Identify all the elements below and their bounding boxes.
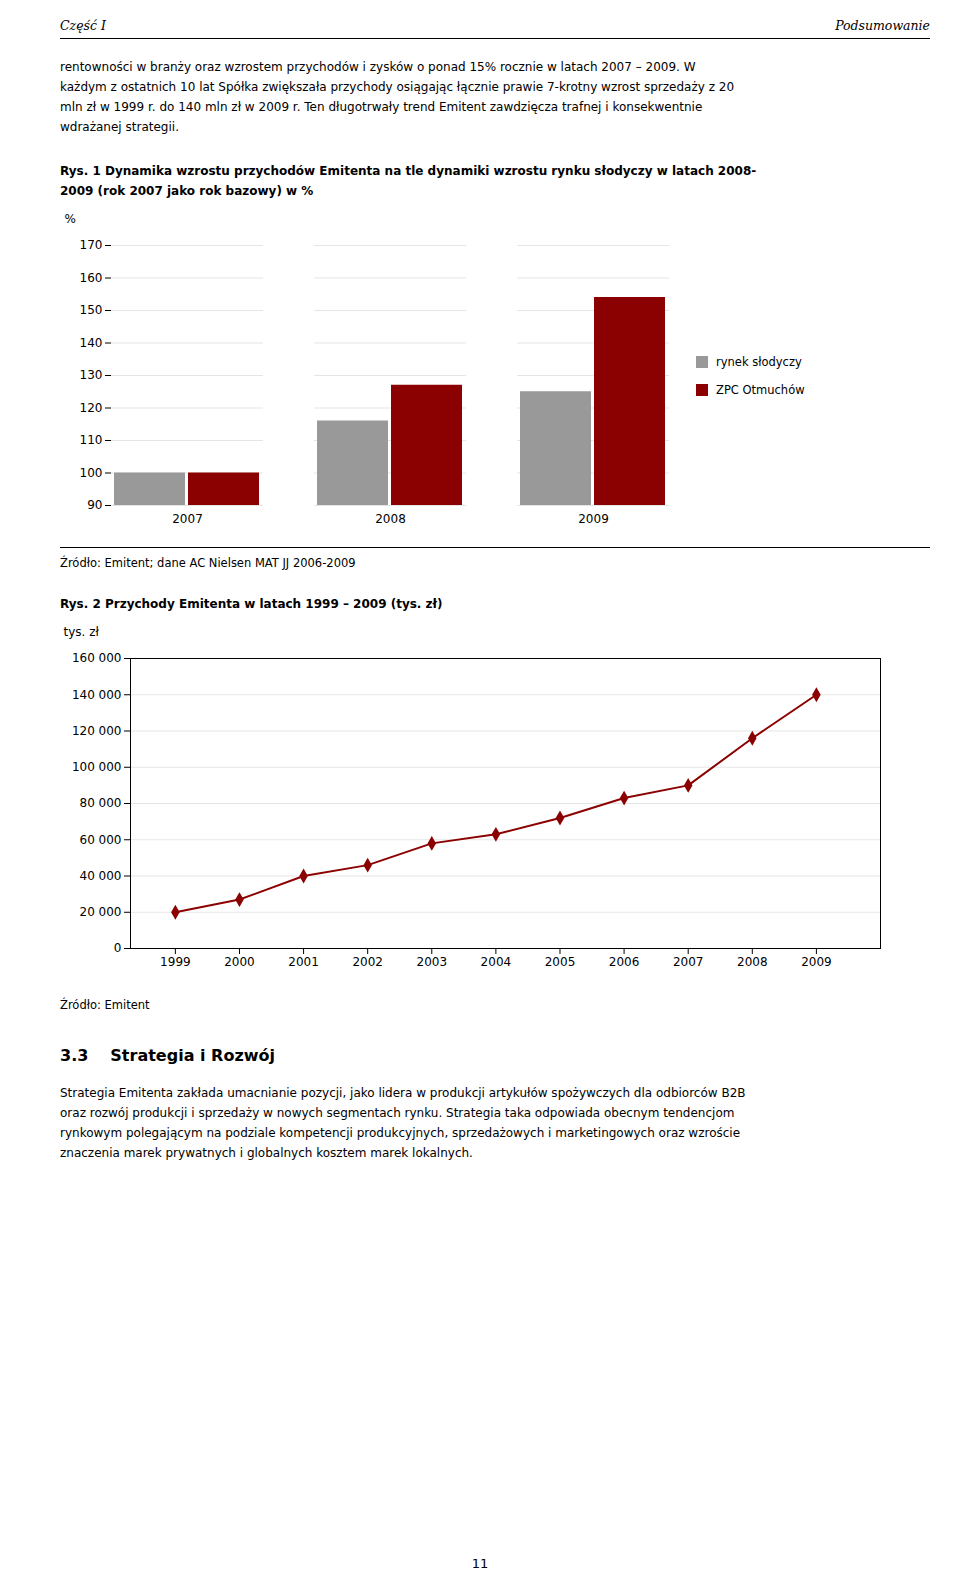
svg-text:60 000: 60 000 <box>80 833 122 847</box>
html-text:Źródło: Emitent: Źródło: Emitent <box>60 998 150 1012</box>
svg-text:0: 0 <box>114 941 122 955</box>
svg-text:%: % <box>65 212 76 226</box>
svg-text:100: 100 <box>80 466 103 480</box>
svg-text:2003: 2003 <box>417 955 448 969</box>
svg-text:2005: 2005 <box>545 955 576 969</box>
svg-text:2001: 2001 <box>288 955 319 969</box>
svg-text:130: 130 <box>80 368 103 382</box>
html-text:rynek słodyczy: rynek słodyczy <box>716 355 802 369</box>
svg-text:110: 110 <box>80 433 103 447</box>
svg-text:120 000: 120 000 <box>72 724 122 738</box>
svg-text:2009: 2009 <box>578 512 609 526</box>
html-text:Podsumowanie: Podsumowanie <box>835 18 930 33</box>
html-text:Rys. 1 Dynamika wzrostu przych: Rys. 1 Dynamika wzrostu przychodów Emite… <box>60 164 757 198</box>
svg-text:2008: 2008 <box>737 955 768 969</box>
svg-text:120: 120 <box>80 401 103 415</box>
html-text:rynkowym polegającym na podzia: rynkowym polegającym na podziale kompete… <box>60 1126 741 1140</box>
svg-text:2009: 2009 <box>801 955 832 969</box>
svg-text:140 000: 140 000 <box>72 688 122 702</box>
html-text:3.3: 3.3 <box>60 1046 89 1065</box>
html-text:oraz rozwój produkcji i sprzed: oraz rozwój produkcji i sprzedaży w nowy… <box>60 1106 735 1120</box>
svg-text:2006: 2006 <box>609 955 640 969</box>
svg-text:tys. zł: tys. zł <box>64 625 100 639</box>
html-text:wdrażanej strategii.: wdrażanej strategii. <box>60 120 179 134</box>
svg-text:20 000: 20 000 <box>80 905 122 919</box>
svg-text:160: 160 <box>80 271 103 285</box>
html-text:znaczenia marek prywatnych i g: znaczenia marek prywatnych i globalnych … <box>60 1146 473 1160</box>
svg-text:40 000: 40 000 <box>80 869 122 883</box>
html-text:Strategia i Rozwój: Strategia i Rozwój <box>110 1046 275 1065</box>
svg-text:2008: 2008 <box>375 512 406 526</box>
svg-text:140: 140 <box>80 336 103 350</box>
svg-text:2007: 2007 <box>673 955 704 969</box>
html-text:Rys. 2 Przychody Emitenta w la: Rys. 2 Przychody Emitenta w latach 1999 … <box>60 597 443 611</box>
html-text:11: 11 <box>471 1556 489 1571</box>
svg-text:90: 90 <box>87 498 102 512</box>
svg-text:2007: 2007 <box>172 512 203 526</box>
svg-text:150: 150 <box>80 303 103 317</box>
svg-text:2000: 2000 <box>224 955 255 969</box>
html-text:mln zł w 1999 r. do 140 mln zł: mln zł w 1999 r. do 140 mln zł w 2009 r.… <box>60 100 703 114</box>
html-text:Część I: Część I <box>60 18 106 33</box>
svg-text:100 000: 100 000 <box>72 760 122 774</box>
svg-text:80 000: 80 000 <box>80 796 122 810</box>
svg-text:160 000: 160 000 <box>72 651 122 665</box>
svg-text:2002: 2002 <box>352 955 383 969</box>
html-text:Strategia Emitenta zakłada uma: Strategia Emitenta zakłada umacnianie po… <box>60 1086 746 1100</box>
svg-text:170: 170 <box>80 238 103 252</box>
html-text:ZPC Otmuchów: ZPC Otmuchów <box>716 383 805 397</box>
html-text:Źródło: Emitent; dane AC Niels: Źródło: Emitent; dane AC Nielsen MAT JJ … <box>60 556 356 570</box>
html-text:każdym z ostatnich 10 lat Spół: każdym z ostatnich 10 lat Spółka zwiększ… <box>60 80 734 94</box>
html-text:rentowności w branży oraz wzro: rentowności w branży oraz wzrostem przyc… <box>60 60 696 74</box>
svg-text:2004: 2004 <box>481 955 512 969</box>
svg-text:1999: 1999 <box>160 955 191 969</box>
